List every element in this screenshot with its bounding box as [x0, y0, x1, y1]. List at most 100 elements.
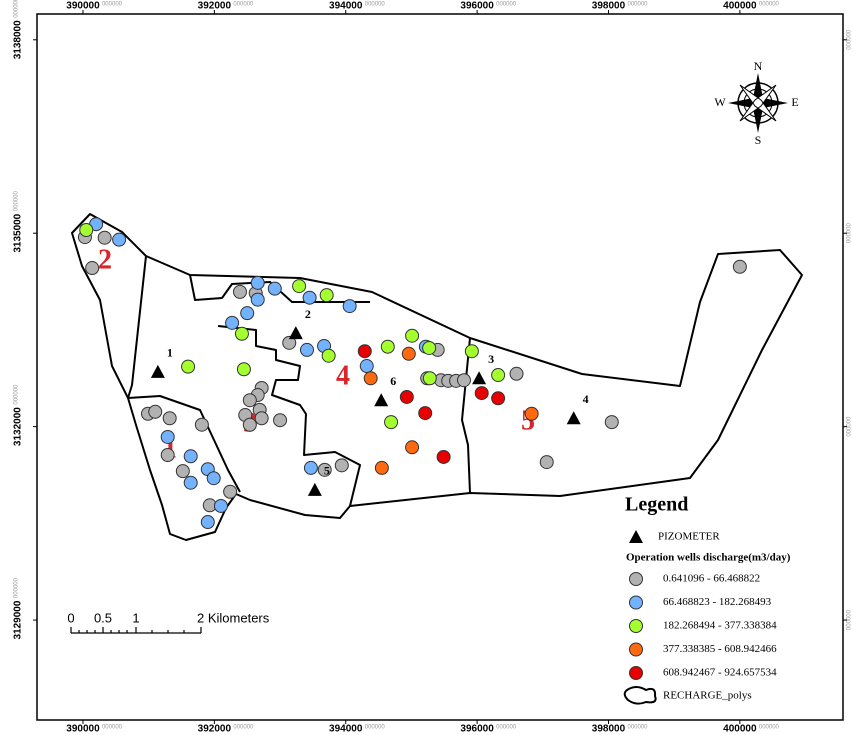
legend-label: PIZOMETER — [658, 531, 720, 543]
well — [732, 259, 747, 274]
x-tick-fraction: 000000 — [233, 2, 254, 8]
well — [79, 222, 94, 237]
well — [321, 348, 336, 363]
legend-label: 377.338385 - 608.942466 — [663, 643, 777, 655]
legend-label: 0.641096 - 66.468822 — [663, 573, 760, 585]
well — [273, 413, 288, 428]
well — [604, 415, 619, 430]
piezometer — [150, 364, 165, 378]
well — [160, 448, 175, 463]
well — [234, 326, 249, 341]
y-tick-group: 3129000 000000 — [13, 577, 24, 639]
x-tick-fraction: 000000 — [365, 2, 386, 8]
piezometer-label: 2 — [305, 307, 311, 321]
x-tick-label: 396000 — [460, 1, 494, 12]
piezometer — [307, 482, 322, 496]
well — [267, 281, 282, 296]
x-tick-fraction: 000000 — [102, 725, 123, 731]
east-label: E — [791, 95, 798, 109]
north-arrow: N S W E — [714, 59, 798, 147]
piezometer-label: 3 — [488, 352, 494, 366]
x-tick-label: 398000 — [592, 1, 626, 12]
piezometer-label: 5 — [324, 464, 330, 478]
y-tick-fraction: 000000 — [847, 223, 853, 244]
y-tick-group: 000000 — [847, 609, 853, 630]
x-tick-fraction: 000000 — [233, 725, 254, 731]
well — [206, 471, 221, 486]
well — [384, 415, 399, 430]
well — [85, 261, 100, 276]
well — [319, 288, 334, 303]
well — [213, 498, 228, 513]
well — [194, 417, 209, 432]
well — [282, 335, 297, 350]
outer-boundary — [71, 213, 803, 541]
compass-star — [739, 84, 777, 122]
x-tick-label: 400000 — [723, 1, 757, 12]
map-frame — [36, 13, 844, 721]
y-tick-label: 3132000 — [13, 407, 24, 446]
well — [374, 460, 389, 475]
piezometer — [374, 393, 389, 407]
well — [317, 462, 332, 477]
well — [162, 411, 177, 426]
well — [418, 406, 433, 421]
well — [242, 417, 257, 432]
well — [175, 464, 190, 479]
well — [160, 429, 175, 444]
x-tick-fraction: 000000 — [759, 2, 780, 8]
north-label: N — [754, 59, 763, 73]
piezometer-label: 4 — [583, 392, 589, 406]
west-label: W — [714, 95, 726, 109]
y-tick-group: 000000 — [847, 29, 853, 50]
scale-label: 0.5 — [94, 610, 112, 625]
well — [359, 359, 374, 374]
x-tick-fraction: 000000 — [627, 725, 648, 731]
x-tick-fraction: 000000 — [627, 2, 648, 8]
well — [223, 484, 238, 499]
scale-label: 1 — [132, 610, 139, 625]
piezometer-label: 1 — [167, 346, 173, 360]
legend-symbol — [629, 595, 643, 610]
well — [491, 391, 506, 406]
well — [436, 449, 451, 464]
x-tick-label: 394000 — [329, 724, 363, 735]
zone-label: 2 — [98, 244, 112, 275]
legend: Legend PIZOMETER Operation wells dischar… — [623, 494, 791, 705]
well — [422, 340, 437, 355]
x-tick-label: 390000 — [66, 724, 100, 735]
x-tick-label: 400000 — [723, 724, 757, 735]
legend-label: 182.268494 - 377.338384 — [663, 620, 777, 632]
legend-title: Legend — [625, 494, 688, 516]
x-tick-label: 390000 — [66, 1, 100, 12]
legend-symbol — [629, 530, 643, 543]
legend-label: RECHARGE_polys — [663, 690, 752, 702]
well — [399, 389, 414, 404]
well — [491, 368, 506, 383]
scale-label: 2 Kilometers — [197, 610, 270, 625]
well — [357, 344, 372, 359]
well — [250, 292, 265, 307]
south-label: S — [755, 133, 762, 147]
scale-bar: 0 0.5 1 2 Kilometers — [67, 610, 270, 634]
well — [254, 411, 269, 426]
well — [250, 275, 265, 290]
well — [303, 460, 318, 475]
legend-subtitle: Operation wells discharge(m3/day) — [626, 552, 791, 564]
y-tick-fraction: 000000 — [847, 609, 853, 630]
well — [200, 515, 215, 530]
y-tick-label: 3135000 — [13, 213, 24, 252]
well — [183, 475, 198, 490]
recharge-polygons — [71, 213, 803, 541]
well — [181, 359, 196, 374]
boundary-zone2 — [127, 255, 147, 399]
well — [232, 284, 247, 299]
well — [302, 290, 317, 305]
piezometer — [566, 411, 581, 425]
well — [148, 404, 163, 419]
legend-symbol — [629, 619, 643, 633]
legend-symbol — [629, 642, 643, 657]
well — [539, 455, 554, 470]
